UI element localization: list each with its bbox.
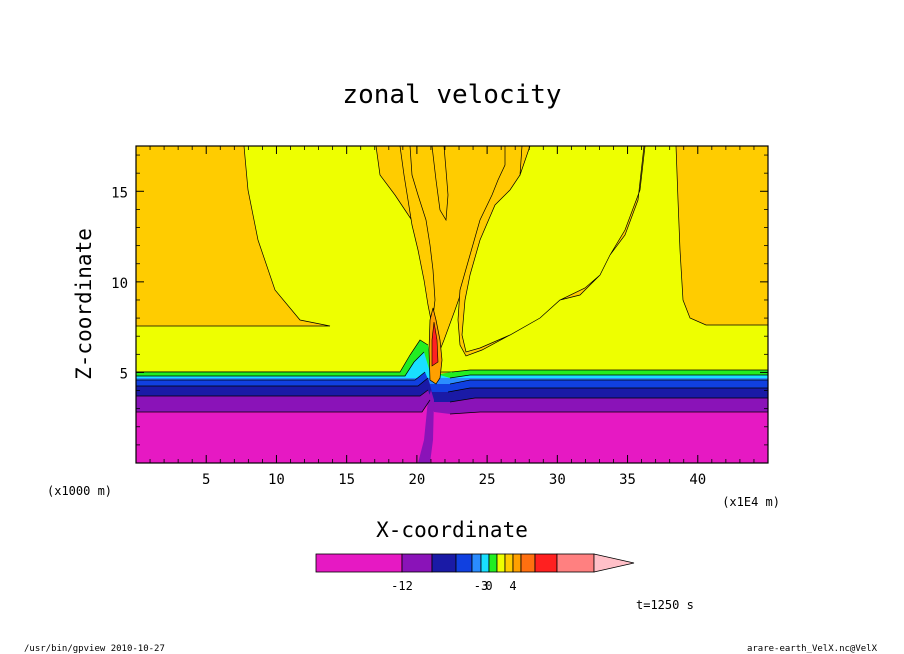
colorbar-tick-label: -3	[474, 579, 488, 593]
chart-title: zonal velocity	[342, 80, 561, 110]
colorbar-arrow	[593, 553, 635, 573]
colorbar-segment	[520, 553, 536, 573]
y-tick-label: 15	[111, 185, 128, 201]
colorbar-segment	[431, 553, 457, 573]
y-axis-ticks: 5 10 15	[111, 154, 768, 446]
colorbar-segment	[455, 553, 473, 573]
x-tick-label: 30	[549, 472, 566, 488]
contour-band-orange-right	[446, 146, 676, 357]
colorbar-segment	[534, 553, 558, 573]
colorbar-segment	[504, 553, 514, 573]
x-tick-label: 35	[619, 472, 636, 488]
colorbar-segment	[315, 553, 403, 573]
contour-band-purple-column	[418, 390, 434, 463]
colorbar-tick-label: -12	[391, 579, 413, 593]
colorbar-segment	[556, 553, 595, 573]
x-tick-label: 40	[689, 472, 706, 488]
x-axis-label: X-coordinate	[376, 518, 528, 542]
contour-band-magenta	[136, 400, 768, 463]
x-axis-unit: (x1E4 m)	[722, 495, 780, 509]
colorbar	[315, 553, 635, 573]
contour-band-yellow	[136, 146, 768, 373]
plot-area: 5 10 15 20 25 30 35 40 5 10 15	[111, 145, 769, 488]
contour-fill	[136, 146, 768, 463]
x-tick-label: 10	[268, 472, 285, 488]
colorbar-segment	[471, 553, 482, 573]
plot-frame	[135, 145, 769, 464]
colorbar-segment	[488, 553, 498, 573]
y-axis-label: Z-coordinate	[72, 228, 96, 380]
x-tick-label: 15	[338, 472, 355, 488]
colorbar-segment	[512, 553, 522, 573]
footer-left: /usr/bin/gpview 2010-10-27	[24, 644, 165, 654]
x-tick-label: 20	[408, 472, 425, 488]
time-label: t=1250 s	[636, 598, 694, 612]
colorbar-segment	[401, 553, 433, 573]
colorbar-segment	[496, 553, 506, 573]
colorbar-segment	[480, 553, 490, 573]
x-axis-ticks: 5 10 15 20 25 30 35 40	[149, 146, 755, 488]
x-tick-label: 5	[202, 472, 210, 488]
y-tick-label: 10	[111, 276, 128, 292]
footer-right: arare-earth_VelX.nc@VelX	[747, 644, 878, 654]
y-tick-label: 5	[120, 366, 128, 382]
colorbar-tick-label: 0	[485, 579, 492, 593]
x-tick-label: 25	[479, 472, 496, 488]
y-axis-unit: (x1000 m)	[47, 484, 112, 498]
colorbar-tick-labels: -12 -30 4	[391, 579, 516, 593]
contour-lines	[136, 339, 768, 415]
contour-band-orange-center2	[431, 146, 449, 222]
colorbar-tick-label: 4	[509, 579, 516, 593]
contour-band-jet-red	[431, 321, 439, 367]
